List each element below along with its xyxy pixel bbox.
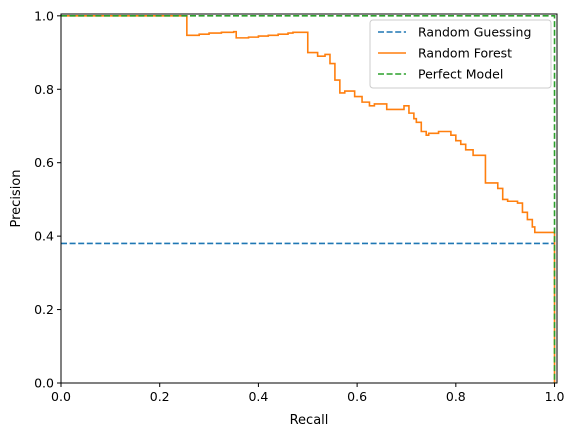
y-tick-label: 0.2	[34, 302, 54, 317]
series-line-random-forest	[61, 15, 556, 383]
x-tick-label: 0.6	[347, 389, 367, 404]
axes	[60, 13, 558, 384]
x-axis-label: Recall	[290, 413, 329, 428]
x-tick-label: 0.2	[150, 389, 170, 404]
legend: Random Guessing Random Forest Perfect Mode…	[369, 19, 552, 89]
y-tick-label: 0.0	[34, 376, 54, 391]
x-tick-label: 1.0	[545, 389, 565, 404]
x-tick-label: 0.8	[446, 389, 466, 404]
y-tick-label: 0.6	[34, 155, 54, 170]
legend-label-random-guessing: Random Guessing	[418, 25, 531, 40]
series-line-perfect-model	[61, 15, 556, 383]
series-lines	[61, 15, 556, 383]
legend-label-random-forest: Random Forest	[418, 46, 512, 61]
y-tick-label: 0.8	[34, 82, 54, 97]
plot-frame	[60, 13, 558, 384]
y-tick-label: 1.0	[34, 8, 54, 23]
legend-box	[369, 19, 552, 89]
y-axis-label: Precision	[9, 169, 24, 227]
y-tick-label: 0.4	[34, 229, 54, 244]
x-tick-label: 0.0	[51, 389, 71, 404]
legend-label-perfect-model: Perfect Model	[418, 67, 503, 82]
x-tick-label: 0.4	[248, 389, 268, 404]
ticks: 0.0 0.2 0.4 0.6 0.8 1.0 0.0 0.2 0.4 0.6 0.8 1.0	[34, 8, 564, 404]
